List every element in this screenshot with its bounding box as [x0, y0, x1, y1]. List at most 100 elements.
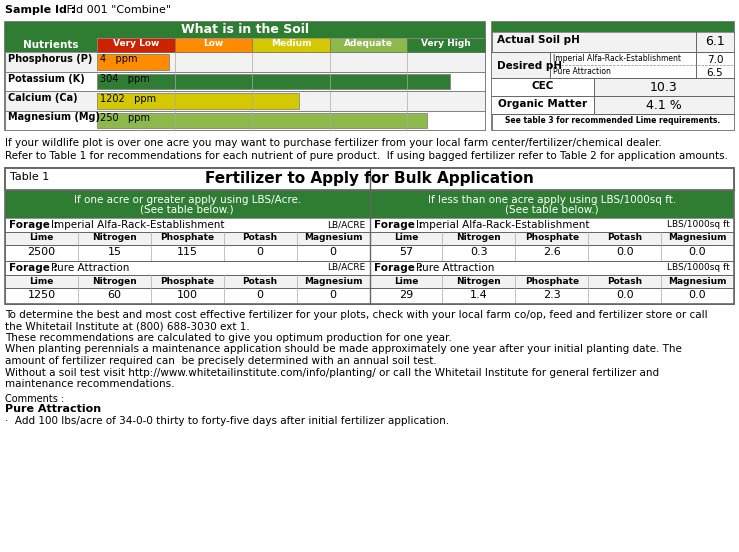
Text: 0.0: 0.0: [689, 290, 706, 300]
Bar: [370, 218, 734, 232]
Text: 1.4: 1.4: [470, 290, 488, 300]
Text: Magnesium: Magnesium: [668, 233, 726, 242]
Text: Adequate: Adequate: [344, 40, 393, 49]
Text: If less than one acre apply using LBS/1000sq ft.: If less than one acre apply using LBS/10…: [428, 195, 676, 205]
Text: 0.0: 0.0: [616, 247, 633, 257]
Bar: [174, 38, 252, 52]
Text: 100: 100: [177, 290, 198, 300]
Text: Nitrogen: Nitrogen: [92, 277, 137, 285]
Bar: [330, 38, 407, 52]
Bar: [97, 54, 168, 70]
Text: Potash: Potash: [242, 277, 278, 285]
Text: 15: 15: [107, 247, 121, 257]
Text: Fertilizer to Apply for Bulk Application: Fertilizer to Apply for Bulk Application: [205, 171, 534, 186]
Bar: [5, 52, 485, 72]
Bar: [492, 96, 593, 114]
Text: Imperial Alfa-Rack-Establishment: Imperial Alfa-Rack-Establishment: [51, 220, 225, 230]
Text: amount of fertilizer required can  be precisely determined with an annual soil t: amount of fertilizer required can be pre…: [5, 356, 437, 366]
Bar: [492, 22, 734, 32]
Text: Without a soil test visit http://www.whitetailinstitute.com/info/planting/ or ca: Without a soil test visit http://www.whi…: [5, 368, 659, 378]
Bar: [492, 114, 734, 130]
Text: Potassium (K): Potassium (K): [8, 73, 85, 83]
Text: Desired pH: Desired pH: [497, 61, 562, 71]
Bar: [492, 22, 734, 130]
Text: Lime: Lime: [30, 277, 54, 285]
Text: 57: 57: [399, 247, 413, 257]
Text: Comments :: Comments :: [5, 394, 64, 404]
Text: To determine the best and most cost effective fertilizer for your plots, check w: To determine the best and most cost effe…: [5, 310, 708, 320]
Text: 7.0: 7.0: [706, 55, 723, 65]
Text: Phosphate: Phosphate: [160, 233, 214, 242]
Text: 0: 0: [256, 290, 264, 300]
Text: maintenance recommendations.: maintenance recommendations.: [5, 379, 174, 389]
Text: ·  Add 100 lbs/acre of 34-0-0 thirty to forty-five days after initial fertilizer: · Add 100 lbs/acre of 34-0-0 thirty to f…: [5, 417, 449, 427]
Bar: [97, 73, 450, 89]
Text: If your wildlife plot is over one acre you may want to purchase fertilizer from : If your wildlife plot is over one acre y…: [5, 138, 661, 148]
Text: 304   ppm: 304 ppm: [100, 74, 150, 84]
Text: Potash: Potash: [607, 277, 642, 285]
Text: Nitrogen: Nitrogen: [457, 233, 501, 242]
Text: Potash: Potash: [607, 233, 642, 242]
Text: 1202   ppm: 1202 ppm: [100, 93, 156, 104]
Text: Magnesium (Mg): Magnesium (Mg): [8, 113, 100, 123]
Bar: [97, 93, 299, 109]
Bar: [492, 78, 734, 96]
Text: Lime: Lime: [394, 233, 418, 242]
Bar: [5, 218, 370, 232]
Text: LB/ACRE: LB/ACRE: [327, 220, 366, 229]
Text: 2.6: 2.6: [543, 247, 561, 257]
Text: 10.3: 10.3: [650, 81, 678, 94]
Text: 0: 0: [256, 247, 264, 257]
Text: When planting perennials a maintenance application should be made approximately : When planting perennials a maintenance a…: [5, 344, 682, 354]
Bar: [5, 232, 734, 245]
Bar: [5, 168, 734, 304]
Text: These recommendations are calculated to give you optimum production for one year: These recommendations are calculated to …: [5, 333, 452, 343]
Text: Forage :: Forage :: [9, 220, 58, 230]
Text: Nitrogen: Nitrogen: [457, 277, 501, 285]
Text: Imperial Alfa-Rack-Establishment: Imperial Alfa-Rack-Establishment: [415, 220, 589, 230]
Text: LB/ACRE: LB/ACRE: [327, 263, 366, 272]
Text: Phosphorus (P): Phosphorus (P): [8, 54, 92, 64]
Text: Pure Attraction: Pure Attraction: [51, 263, 129, 273]
Text: (See table below.): (See table below.): [505, 205, 599, 215]
Bar: [5, 275, 734, 288]
Bar: [5, 72, 485, 91]
Text: Pure Attraction: Pure Attraction: [5, 405, 101, 415]
Text: 0.0: 0.0: [616, 290, 633, 300]
Bar: [370, 190, 734, 218]
Text: Forage :: Forage :: [9, 263, 58, 273]
Text: Magnesium: Magnesium: [304, 233, 362, 242]
Text: Lime: Lime: [394, 277, 418, 285]
Bar: [5, 22, 485, 38]
Bar: [5, 91, 485, 110]
Text: Lime: Lime: [30, 233, 54, 242]
Bar: [97, 113, 427, 128]
Text: CEC: CEC: [531, 81, 554, 91]
Text: If one acre or greater apply using LBS/Acre.: If one acre or greater apply using LBS/A…: [74, 195, 301, 205]
Text: 29: 29: [399, 290, 413, 300]
Bar: [5, 245, 734, 261]
Bar: [5, 168, 734, 190]
Text: 4.1 %: 4.1 %: [646, 99, 681, 112]
Text: Forage :: Forage :: [373, 220, 422, 230]
Bar: [407, 38, 485, 52]
Text: Actual Soil pH: Actual Soil pH: [497, 35, 580, 45]
Text: Phosphate: Phosphate: [525, 277, 579, 285]
Text: 2.3: 2.3: [543, 290, 561, 300]
Bar: [492, 78, 593, 96]
Bar: [5, 38, 97, 52]
Text: 4   ppm: 4 ppm: [100, 55, 137, 65]
Text: LBS/1000sq ft: LBS/1000sq ft: [667, 220, 730, 229]
Text: Imperial Alfa-Rack-Establishment: Imperial Alfa-Rack-Establishment: [553, 54, 681, 63]
Text: Nitrogen: Nitrogen: [92, 233, 137, 242]
Text: Phosphate: Phosphate: [525, 233, 579, 242]
Text: 115: 115: [177, 247, 198, 257]
Text: 0: 0: [330, 247, 336, 257]
Text: Table 1: Table 1: [10, 172, 50, 182]
Bar: [492, 96, 734, 114]
Text: Very High: Very High: [421, 40, 471, 49]
Text: Forage :: Forage :: [373, 263, 422, 273]
Text: Organic Matter: Organic Matter: [498, 99, 588, 109]
Bar: [5, 110, 485, 130]
Text: Sample Id :: Sample Id :: [5, 5, 75, 15]
